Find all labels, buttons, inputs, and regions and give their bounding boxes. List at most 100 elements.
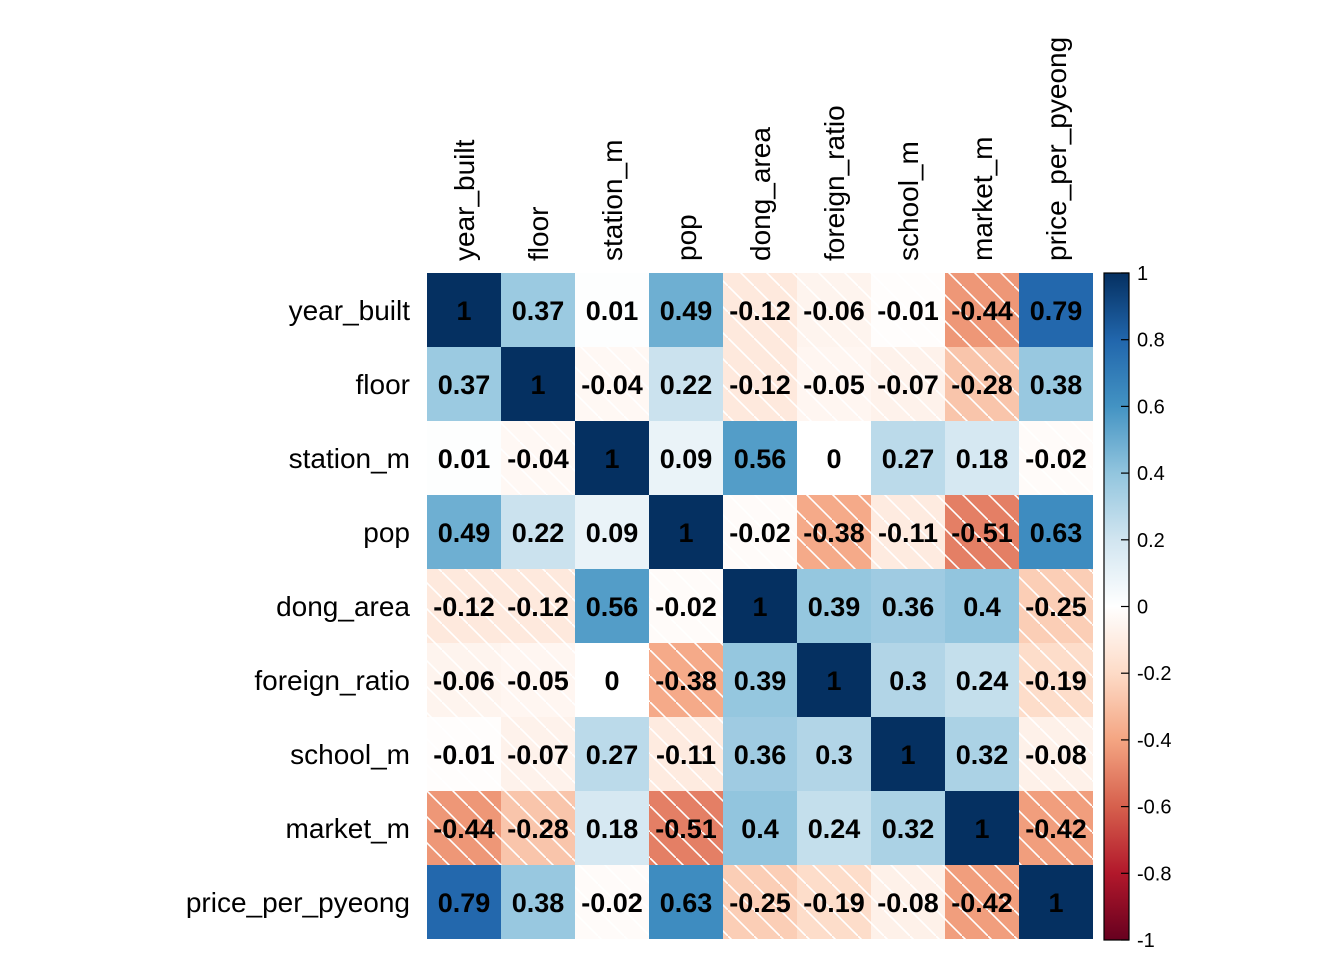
cell-price-per-pyeong-year-built: 0.79 [427, 865, 501, 939]
cell-value-label: -0.04 [507, 444, 569, 474]
cell-fill [871, 717, 945, 791]
cell-value-label: 0.38 [1030, 370, 1083, 400]
cell-school-m-floor: -0.07 [501, 717, 575, 791]
cell-dong-area-price-per-pyeong: -0.25 [1019, 569, 1093, 643]
colorbar-tick-label: 0.2 [1137, 530, 1165, 552]
cell-fill [649, 495, 723, 569]
cell-value-label: -0.42 [951, 888, 1013, 918]
cell-pop-station-m: 0.09 [575, 495, 649, 569]
cell-value-label: -0.08 [877, 888, 939, 918]
row-label-foreign-ratio: foreign_ratio [254, 665, 410, 696]
cell-station-m-floor: -0.04 [501, 421, 575, 495]
cell-value-label: -0.38 [803, 518, 865, 548]
cell-price-per-pyeong-school-m: -0.08 [871, 865, 945, 939]
cell-hatch [501, 791, 575, 865]
row-label-pop: pop [363, 517, 410, 548]
cell-fill [871, 421, 945, 495]
cell-pop-pop: 1 [649, 495, 723, 569]
cell-hatch [1019, 643, 1093, 717]
cell-pop-price-per-pyeong: 0.63 [1019, 495, 1093, 569]
cell-fill [945, 643, 1019, 717]
cell-market-m-market-m: 1 [945, 791, 1019, 865]
cell-value-label: -0.05 [507, 666, 569, 696]
cell-value-label: 0.3 [889, 666, 927, 696]
cell-fill [797, 569, 871, 643]
cell-value-label: 0.36 [734, 740, 787, 770]
cell-fill [945, 717, 1019, 791]
cell-value-label: -0.06 [803, 296, 865, 326]
cell-fill [945, 569, 1019, 643]
cell-hatch [945, 347, 1019, 421]
cell-hatch [797, 347, 871, 421]
cell-hatch [501, 717, 575, 791]
cell-school-m-station-m: 0.27 [575, 717, 649, 791]
colorbar-tick-label: 1 [1137, 263, 1148, 285]
colorbar-tick-label: -0.4 [1137, 730, 1171, 752]
cell-value-label: 0.79 [1030, 296, 1083, 326]
cell-fill [797, 643, 871, 717]
cell-value-label: -0.44 [951, 296, 1013, 326]
cell-fill [427, 273, 501, 347]
colorbar: 1 0.8 0.6 0.4 0.2 0 -0.2 -0.4 -0.6 -0.8 -1 [1103, 263, 1171, 952]
cell-hatch [797, 495, 871, 569]
cell-hatch [797, 273, 871, 347]
cell-fill [575, 273, 649, 347]
cell-year-built-station-m: 0.01 [575, 273, 649, 347]
cell-station-m-pop: 0.09 [649, 421, 723, 495]
cell-school-m-price-per-pyeong: -0.08 [1019, 717, 1093, 791]
cell-market-m-dong-area: 0.4 [723, 791, 797, 865]
cell-value-label: -0.25 [1025, 592, 1087, 622]
column-label-pop: pop [671, 214, 702, 261]
cell-dong-area-floor: -0.12 [501, 569, 575, 643]
cell-floor-price-per-pyeong: 0.38 [1019, 347, 1093, 421]
cell-fill [945, 791, 1019, 865]
cell-fill [723, 643, 797, 717]
cell-market-m-school-m: 0.32 [871, 791, 945, 865]
cell-value-label: 0.27 [586, 740, 639, 770]
cell-value-label: 0 [604, 666, 619, 696]
cell-value-label: -0.38 [655, 666, 717, 696]
cell-foreign-ratio-dong-area: 0.39 [723, 643, 797, 717]
cell-value-label: -0.02 [729, 518, 791, 548]
cell-value-label: 0.32 [956, 740, 1009, 770]
cell-value-label: 0.18 [586, 814, 639, 844]
cell-value-label: 0.36 [882, 592, 935, 622]
cell-value-label: 1 [826, 666, 841, 696]
cell-value-label: 0.01 [586, 296, 639, 326]
cell-value-label: 0.24 [808, 814, 861, 844]
cell-hatch [649, 643, 723, 717]
cell-fill [797, 791, 871, 865]
cell-hatch [945, 495, 1019, 569]
cell-fill [1019, 347, 1093, 421]
cell-year-built-market-m: -0.44 [945, 273, 1019, 347]
cell-value-label: -0.11 [878, 518, 938, 548]
cell-fill [871, 791, 945, 865]
cell-dong-area-year-built: -0.12 [427, 569, 501, 643]
cell-pop-school-m: -0.11 [871, 495, 945, 569]
row-label-market-m: market_m [286, 813, 410, 844]
colorbar-tick-label: 0.4 [1137, 463, 1165, 485]
cell-value-label: -0.44 [433, 814, 495, 844]
cell-value-label: 0.49 [660, 296, 713, 326]
colorbar-tick-label: -0.8 [1137, 863, 1171, 885]
cell-fill [945, 421, 1019, 495]
cell-hatch [1019, 569, 1093, 643]
colorbar-tick-label: -0.2 [1137, 663, 1171, 685]
cell-foreign-ratio-station-m: 0 [575, 643, 649, 717]
cell-fill [575, 569, 649, 643]
cell-hatch [501, 643, 575, 717]
cell-hatch [723, 347, 797, 421]
cell-value-label: 0.01 [438, 444, 491, 474]
cell-value-label: -0.05 [803, 370, 865, 400]
cell-hatch [945, 865, 1019, 939]
cell-hatch [575, 347, 649, 421]
cell-floor-floor: 1 [501, 347, 575, 421]
cell-value-label: -0.11 [656, 740, 716, 770]
cell-market-m-price-per-pyeong: -0.42 [1019, 791, 1093, 865]
cell-value-label: 0.79 [438, 888, 491, 918]
cell-value-label: 0.09 [660, 444, 713, 474]
cell-station-m-school-m: 0.27 [871, 421, 945, 495]
cell-fill [649, 865, 723, 939]
column-label-price-per-pyeong: price_per_pyeong [1041, 37, 1072, 261]
cell-value-label: 0.63 [1030, 518, 1083, 548]
